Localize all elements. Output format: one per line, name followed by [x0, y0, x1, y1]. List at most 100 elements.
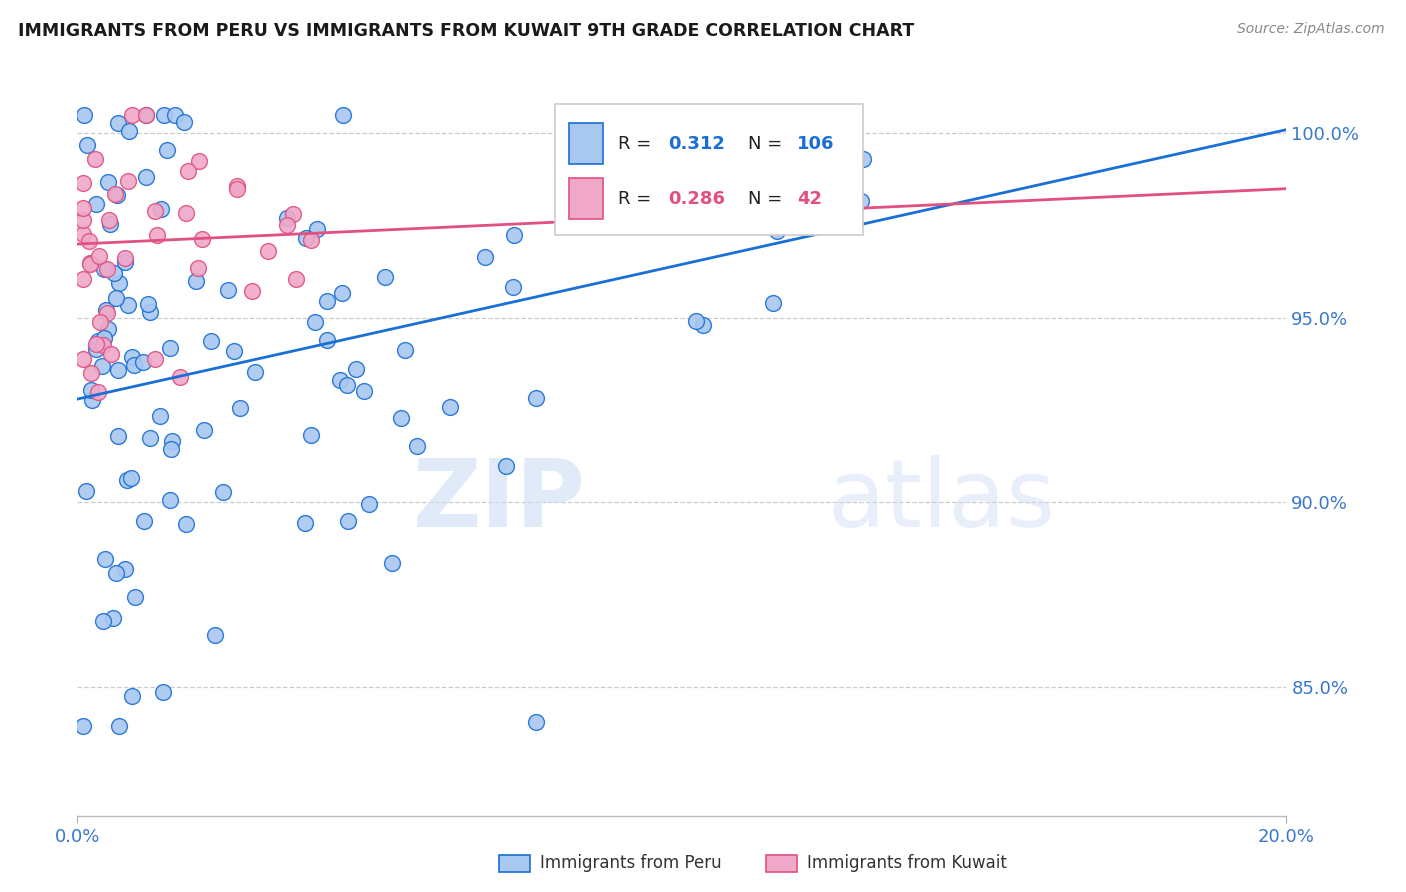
Point	[76, 137, 98, 152]
Point	[98, 213, 121, 227]
Point	[163, 108, 186, 122]
Point	[103, 610, 125, 624]
Point	[177, 164, 200, 178]
Point	[381, 557, 404, 571]
Point	[495, 458, 517, 473]
Point	[389, 411, 412, 425]
Point	[96, 261, 118, 276]
Point	[80, 384, 103, 398]
Point	[346, 362, 368, 376]
Point	[284, 272, 307, 286]
Point	[245, 365, 267, 379]
Point	[107, 363, 129, 377]
Point	[120, 471, 142, 485]
Point	[94, 551, 117, 566]
Point	[502, 227, 524, 242]
Point	[159, 342, 181, 356]
Point	[72, 227, 94, 241]
Point	[138, 431, 160, 445]
Point	[276, 218, 298, 232]
Point	[307, 221, 329, 235]
Point	[100, 347, 122, 361]
Point	[406, 439, 429, 453]
Point	[93, 338, 115, 352]
Point	[93, 261, 115, 276]
Point	[72, 202, 94, 216]
Point	[117, 174, 139, 188]
Point	[87, 334, 110, 348]
Point	[97, 322, 120, 336]
Point	[692, 318, 714, 332]
Point	[299, 428, 322, 442]
Point	[187, 153, 209, 168]
Point	[240, 285, 263, 299]
Point	[84, 342, 107, 356]
Point	[357, 497, 380, 511]
Point	[83, 153, 105, 167]
Point	[337, 514, 360, 528]
Text: ZIP: ZIP	[412, 456, 585, 548]
Point	[107, 429, 129, 443]
Point	[502, 279, 524, 293]
Point	[89, 315, 111, 329]
Point	[136, 297, 159, 311]
Point	[121, 108, 143, 122]
Text: Immigrants from Peru: Immigrants from Peru	[540, 855, 721, 872]
Point	[849, 194, 872, 209]
Point	[79, 234, 101, 248]
Point	[79, 256, 101, 270]
Point	[169, 369, 191, 384]
Point	[97, 175, 120, 189]
Point	[316, 333, 339, 347]
Point	[150, 202, 173, 216]
Text: R =: R =	[617, 190, 657, 208]
Point	[134, 514, 156, 528]
Point	[121, 689, 143, 703]
Point	[685, 314, 707, 328]
Point	[353, 384, 375, 398]
Point	[105, 187, 128, 202]
Point	[229, 401, 252, 415]
Point	[146, 227, 169, 242]
Point	[117, 298, 139, 312]
Point	[200, 334, 222, 349]
Point	[631, 108, 654, 122]
Point	[723, 108, 745, 122]
Point	[115, 473, 138, 487]
Point	[124, 590, 146, 604]
Point	[394, 343, 416, 357]
Point	[96, 306, 118, 320]
Point	[72, 351, 94, 366]
Text: R =: R =	[617, 135, 657, 153]
Point	[114, 255, 136, 269]
Point	[105, 566, 128, 581]
Point	[160, 434, 183, 448]
Text: atlas: atlas	[827, 456, 1056, 548]
Point	[190, 232, 212, 246]
Point	[143, 204, 166, 219]
Text: Immigrants from Kuwait: Immigrants from Kuwait	[807, 855, 1007, 872]
Point	[160, 442, 183, 457]
Point	[79, 256, 101, 270]
Point	[762, 296, 785, 310]
Point	[114, 561, 136, 575]
Point	[84, 336, 107, 351]
Text: 106: 106	[797, 135, 834, 153]
Point	[212, 485, 235, 500]
Point	[174, 517, 197, 532]
Point	[294, 516, 316, 530]
Point	[204, 628, 226, 642]
Point	[524, 392, 547, 406]
Point	[225, 182, 247, 196]
Point	[104, 187, 127, 202]
Point	[852, 152, 875, 166]
Point	[90, 359, 112, 374]
Point	[86, 384, 108, 399]
Point	[524, 714, 547, 729]
Point	[217, 283, 239, 297]
Point	[118, 124, 141, 138]
Point	[153, 108, 176, 122]
Point	[139, 305, 162, 319]
Point	[143, 352, 166, 367]
Point	[93, 331, 115, 345]
